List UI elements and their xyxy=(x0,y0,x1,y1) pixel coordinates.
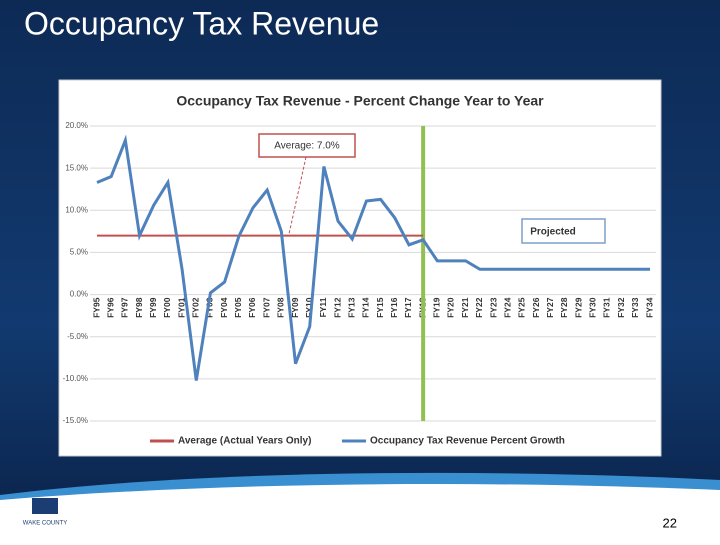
legend-label: Average (Actual Years Only) xyxy=(178,436,311,447)
x-tick-label: FY01 xyxy=(176,297,186,318)
y-tick-label: 15.0% xyxy=(65,163,88,172)
y-tick-label: -5.0% xyxy=(67,332,88,341)
x-tick-label: FY27 xyxy=(545,297,555,318)
y-tick-label: 10.0% xyxy=(65,205,88,214)
x-tick-label: FY20 xyxy=(446,297,456,318)
annotation: Average: 7.0% xyxy=(274,141,340,152)
y-tick-label: 5.0% xyxy=(70,248,88,257)
annotation-arrow xyxy=(288,156,307,235)
y-tick-label: -10.0% xyxy=(63,374,88,383)
x-tick-label: FY19 xyxy=(432,297,442,318)
annotation: Projected xyxy=(530,227,576,238)
x-tick-label: FY96 xyxy=(105,297,115,318)
x-tick-label: FY29 xyxy=(573,297,583,318)
x-tick-label: FY21 xyxy=(460,297,470,318)
footer xyxy=(0,484,720,540)
x-tick-label: FY16 xyxy=(389,297,399,318)
x-tick-label: FY03 xyxy=(205,297,215,318)
x-tick-label: FY00 xyxy=(162,297,172,318)
x-tick-label: FY14 xyxy=(361,297,371,318)
x-tick-label: FY09 xyxy=(290,297,300,318)
x-tick-label: FY31 xyxy=(602,297,612,318)
x-tick-label: FY02 xyxy=(191,297,201,318)
x-tick-label: FY08 xyxy=(276,297,286,318)
y-tick-label: 20.0% xyxy=(65,121,88,130)
x-tick-label: FY06 xyxy=(247,297,257,318)
logo-mark xyxy=(32,498,58,514)
x-tick-label: FY25 xyxy=(517,297,527,318)
annotation-box xyxy=(258,133,356,158)
annotation-box xyxy=(521,218,606,244)
x-tick-label: FY17 xyxy=(403,297,413,318)
x-tick-label: FY04 xyxy=(219,297,229,318)
series-line xyxy=(96,134,650,381)
x-tick-label: FY22 xyxy=(474,297,484,318)
x-tick-label: FY15 xyxy=(375,297,385,318)
page-number: 22 xyxy=(663,515,677,530)
x-tick-label: FY32 xyxy=(616,297,626,318)
y-tick-label: 0.0% xyxy=(70,290,88,299)
x-tick-label: FY26 xyxy=(531,297,541,318)
x-tick-label: FY99 xyxy=(148,297,158,318)
x-tick-label: FY24 xyxy=(502,297,512,318)
x-tick-label: FY97 xyxy=(120,297,130,318)
x-tick-label: FY28 xyxy=(559,297,569,318)
x-tick-label: FY23 xyxy=(488,297,498,318)
x-tick-label: FY10 xyxy=(304,297,314,318)
x-tick-label: FY12 xyxy=(332,297,342,318)
slide-title: Occupancy Tax Revenue xyxy=(24,5,379,41)
x-tick-label: FY34 xyxy=(644,297,654,318)
x-tick-label: FY11 xyxy=(318,297,328,317)
x-tick-label: FY07 xyxy=(261,297,271,318)
x-tick-label: FY30 xyxy=(588,297,598,318)
legend-label: Occupancy Tax Revenue Percent Growth xyxy=(370,436,565,447)
logo-text: WAKE COUNTY xyxy=(23,521,67,527)
x-tick-label: FY05 xyxy=(233,297,243,318)
x-tick-label: FY98 xyxy=(134,297,144,318)
x-tick-label: FY13 xyxy=(346,297,356,318)
chart-title: Occupancy Tax Revenue - Percent Change Y… xyxy=(176,93,544,109)
x-tick-label: FY33 xyxy=(630,297,640,318)
x-tick-label: FY95 xyxy=(91,297,101,318)
y-tick-label: -15.0% xyxy=(63,416,88,425)
